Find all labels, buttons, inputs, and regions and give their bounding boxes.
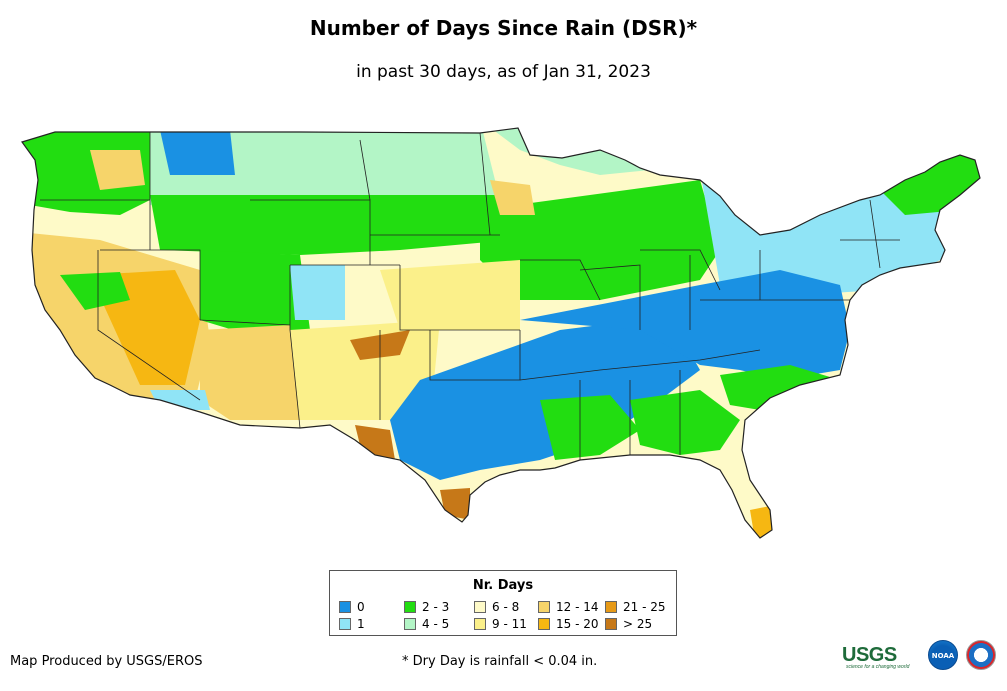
zone-northern-plains-green <box>150 195 510 255</box>
legend-swatch <box>404 601 416 613</box>
legend-label: 0 <box>357 600 365 614</box>
zone-idaho-blue <box>160 130 235 175</box>
dsr-zones <box>22 128 980 538</box>
zone-california-green <box>60 272 130 310</box>
legend-swatch <box>538 618 550 630</box>
zone-kansas <box>380 260 520 330</box>
legend-label: 4 - 5 <box>422 617 450 631</box>
legend-label: > 25 <box>623 617 653 631</box>
nws-logo-icon <box>966 640 996 670</box>
legend-title: Nr. Days <box>472 578 534 593</box>
zone-gulf-green <box>540 395 640 460</box>
legend-swatch <box>605 618 617 630</box>
zone-colorado-cyan <box>290 265 345 320</box>
legend-swatch <box>474 601 486 613</box>
zone-midwest-green <box>480 180 720 300</box>
dry-day-note: * Dry Day is rainfall < 0.04 in. <box>402 654 598 669</box>
agency-logos: USGS science for a changing world NOAA <box>842 638 1002 678</box>
zone-georgia-green <box>630 390 740 455</box>
zone-north-mint <box>150 128 500 215</box>
usgs-logo: USGS <box>842 644 897 666</box>
map-credit: Map Produced by USGS/EROS <box>10 654 203 669</box>
legend-swatch <box>605 601 617 613</box>
state-boundaries <box>40 132 900 460</box>
legend-label: 21 - 25 <box>623 600 666 614</box>
us-outline <box>21 127 981 539</box>
zone-carolinas-green <box>720 365 840 410</box>
legend-swatch <box>538 601 550 613</box>
legend-label: 2 - 3 <box>422 600 450 614</box>
noaa-logo: NOAA <box>928 640 958 670</box>
zone-arizona <box>200 325 300 420</box>
legend-label: 12 - 14 <box>556 600 599 614</box>
zone-utah-green <box>200 250 310 335</box>
zone-northwest-green <box>22 128 150 215</box>
zone-southeast-blue <box>520 270 850 380</box>
zone-maine-green <box>880 150 980 215</box>
legend-swatch <box>474 618 486 630</box>
map-subtitle: in past 30 days, as of Jan 31, 2023 <box>356 62 651 82</box>
map-title: Number of Days Since Rain (DSR)* <box>309 16 698 40</box>
legend-swatch <box>339 618 351 630</box>
legend-label: 15 - 20 <box>556 617 599 631</box>
zone-south-texas-brown <box>440 488 470 520</box>
legend: Nr. Days 0 1 2 - 3 4 - 5 6 - 8 9 - 11 12… <box>329 570 677 636</box>
legend-swatch <box>404 618 416 630</box>
zone-oregon-dry <box>90 150 145 190</box>
legend-label: 9 - 11 <box>492 617 527 631</box>
legend-label: 6 - 8 <box>492 600 520 614</box>
usgs-tagline: science for a changing world <box>846 664 910 670</box>
legend-swatch <box>339 601 351 613</box>
zone-minnesota-dry <box>490 180 535 215</box>
legend-label: 1 <box>357 617 365 631</box>
